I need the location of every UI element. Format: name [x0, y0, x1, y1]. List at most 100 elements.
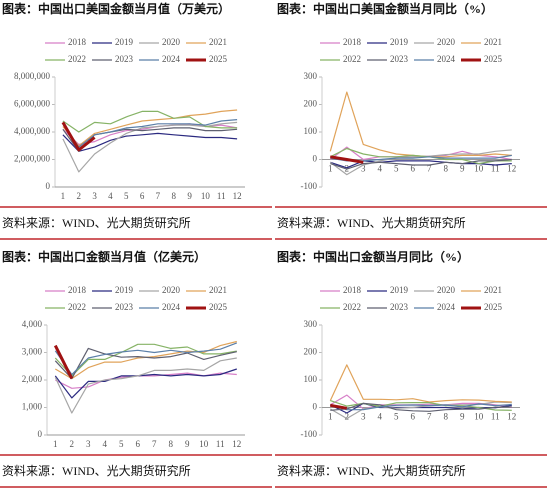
chart-panel: 图表：中国出口美国金额当月同比（%） 2018 2019 2020 2021 2022 20…: [275, 1, 547, 240]
x-tick-label: 11: [217, 191, 226, 201]
x-tick-label: 4: [103, 439, 108, 449]
x-tick-label: 1: [61, 191, 66, 201]
y-tick-label: 4,000,000: [14, 126, 51, 136]
y-tick-label: 0: [38, 429, 43, 439]
series-line: [329, 364, 512, 403]
y-tick-label: 3,000: [22, 347, 43, 357]
legend-label: 2025: [484, 302, 503, 312]
legend-label: 2021: [484, 285, 502, 295]
x-tick-label: 10: [201, 191, 211, 201]
x-tick-label: 3: [92, 191, 97, 201]
legend-label: 2018: [343, 37, 362, 47]
x-tick-label: 4: [108, 191, 113, 201]
x-tick-label: 2: [70, 439, 75, 449]
x-tick-label: 1: [53, 439, 58, 449]
legend-label: 2021: [209, 285, 227, 295]
legend-label: 2024: [162, 54, 181, 64]
legend-label: 2018: [68, 37, 87, 47]
y-tick-label: 0: [46, 181, 51, 191]
y-tick-label: 0: [313, 402, 318, 412]
x-tick-label: 5: [119, 439, 124, 449]
chart-title: 图表：中国出口金额当月同比（%）: [277, 249, 469, 264]
chart-title: 图表：中国出口美国金额当月值（万美元）: [2, 1, 230, 16]
chart-title: 图表：中国出口美国金额当月同比（%）: [277, 1, 493, 16]
legend-label: 2018: [68, 285, 87, 295]
legend-label: 2021: [209, 37, 227, 47]
y-tick-label: 6,000,000: [14, 99, 51, 109]
source-note: 资料来源：WIND、光大期货研究所: [2, 463, 191, 478]
y-tick-label: 100: [304, 374, 318, 384]
series-line: [54, 347, 237, 380]
legend-label: 2019: [115, 285, 134, 295]
y-tick-label: 1,000: [22, 402, 43, 412]
y-tick-label: 200: [304, 99, 318, 109]
x-tick-label: 8: [169, 439, 174, 449]
x-tick-label: 5: [124, 191, 129, 201]
x-tick-label: 2: [345, 412, 350, 422]
source-note: 资料来源：WIND、光大期货研究所: [277, 215, 466, 230]
legend-label: 2018: [343, 285, 362, 295]
legend-label: 2020: [162, 37, 181, 47]
x-tick-label: 1: [328, 412, 333, 422]
series-line: [62, 110, 238, 133]
legend-label: 2019: [390, 37, 409, 47]
x-tick-label: 7: [152, 439, 157, 449]
legend-label: 2023: [390, 54, 409, 64]
legend-label: 2025: [209, 54, 228, 64]
x-tick-label: 9: [185, 439, 190, 449]
legend-label: 2024: [162, 302, 181, 312]
x-tick-label: 5: [394, 412, 399, 422]
x-tick-label: 7: [427, 164, 432, 174]
y-tick-label: 4,000: [22, 319, 43, 329]
x-tick-label: 2: [77, 191, 82, 201]
legend-label: 2019: [115, 37, 134, 47]
x-tick-label: 6: [411, 412, 416, 422]
x-tick-label: 7: [156, 191, 161, 201]
x-tick-label: 4: [378, 412, 383, 422]
series-line: [329, 91, 512, 158]
x-tick-label: 6: [136, 439, 141, 449]
legend-label: 2022: [343, 54, 361, 64]
x-tick-label: 10: [474, 412, 484, 422]
series-line: [330, 403, 512, 411]
x-tick-label: 12: [232, 439, 241, 449]
legend-label: 2021: [484, 37, 502, 47]
series-line: [330, 402, 512, 412]
x-tick-label: 10: [199, 439, 209, 449]
legend-label: 2024: [437, 302, 456, 312]
x-tick-label: 7: [427, 412, 432, 422]
x-tick-label: 12: [233, 191, 242, 201]
series-line: [54, 357, 237, 414]
series-line: [61, 121, 96, 152]
x-tick-label: 9: [460, 164, 465, 174]
y-tick-label: 200: [304, 347, 318, 357]
x-tick-label: 8: [444, 164, 449, 174]
y-tick-label: -100: [301, 429, 318, 439]
series-line: [54, 342, 238, 376]
x-tick-label: 12: [507, 412, 516, 422]
legend-label: 2025: [484, 54, 503, 64]
legend-label: 2022: [68, 302, 86, 312]
series-line: [330, 155, 364, 164]
x-tick-label: 10: [474, 164, 484, 174]
x-tick-label: 8: [172, 191, 177, 201]
y-tick-label: 2,000: [22, 374, 43, 384]
x-tick-label: 11: [491, 412, 500, 422]
y-tick-label: 300: [304, 71, 318, 81]
series-line: [53, 344, 74, 380]
legend-label: 2023: [115, 54, 134, 64]
x-tick-label: 6: [411, 164, 416, 174]
series-line: [330, 403, 348, 410]
x-tick-label: 3: [361, 164, 366, 174]
series-line: [330, 158, 512, 170]
series-line: [62, 119, 238, 148]
legend-label: 2020: [437, 285, 456, 295]
x-tick-label: 4: [378, 164, 383, 174]
y-tick-label: 0: [313, 154, 318, 164]
legend-label: 2020: [437, 37, 456, 47]
legend-label: 2019: [390, 285, 409, 295]
legend-label: 2023: [390, 302, 409, 312]
